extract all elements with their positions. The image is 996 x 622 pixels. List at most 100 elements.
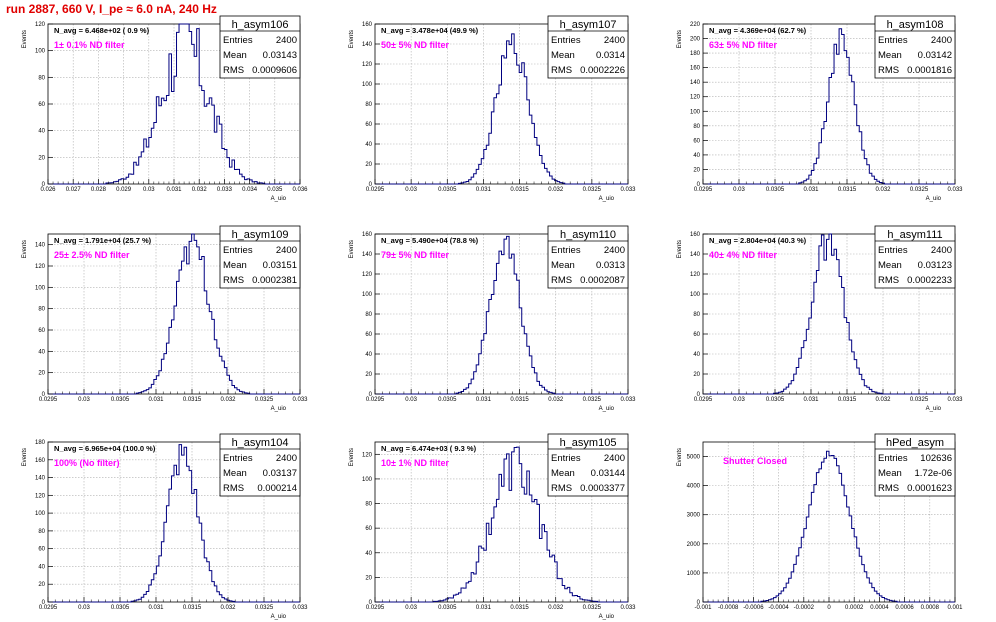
y-axis-label: Events xyxy=(677,30,683,48)
y-tick-label: 200 xyxy=(690,37,701,43)
stat-value-mean: 0.03142 xyxy=(918,50,952,61)
y-tick-label: 0 xyxy=(369,182,373,188)
histogram-series-h_asym111 xyxy=(703,233,955,395)
stat-label-mean: Mean xyxy=(878,468,902,479)
x-tick-label: 0.0295 xyxy=(39,397,58,403)
x-tick-label: 0.03 xyxy=(405,605,417,611)
y-tick-label: 20 xyxy=(693,372,700,378)
stat-label-rms: RMS xyxy=(551,65,572,76)
y-tick-label: 100 xyxy=(362,477,373,483)
x-tick-label: 0.03 xyxy=(143,187,155,193)
stat-value-entries: 2400 xyxy=(604,35,625,46)
histogram-panel-h_asym104: 0.0295 0.03 0.0305 0.031 0.0315 0.032 0.0325 0.… xyxy=(22,433,308,620)
stat-value-rms: 0.0003377 xyxy=(580,483,625,494)
x-tick-label: 0.0325 xyxy=(910,397,929,403)
x-axis-label: A_uio xyxy=(271,614,287,620)
stat-label-rms: RMS xyxy=(878,65,899,76)
y-tick-label: 80 xyxy=(365,102,372,108)
stat-label-entries: Entries xyxy=(223,245,253,256)
x-tick-label: 0.0315 xyxy=(183,605,202,611)
x-tick-label: 0.032 xyxy=(548,397,564,403)
stats-box xyxy=(219,225,301,289)
y-tick-label: 160 xyxy=(690,66,701,72)
histogram-name: h_asym109 xyxy=(232,229,289,241)
histogram-name: h_asym107 xyxy=(560,19,617,31)
y-tick-label: 120 xyxy=(690,95,701,101)
x-axis-label: A_uio xyxy=(599,406,615,412)
x-tick-label: 0.031 xyxy=(166,187,182,193)
x-tick-label: 0.0325 xyxy=(583,397,602,403)
x-tick-label: 0.0325 xyxy=(910,187,929,193)
y-tick-label: 20 xyxy=(365,162,372,168)
plot-frame xyxy=(374,441,629,603)
y-tick-label: 140 xyxy=(690,80,701,86)
x-tick-label: -0.0004 xyxy=(768,605,789,611)
stat-value-mean: 1.72e-06 xyxy=(914,468,952,479)
stat-value-rms: 0.0001816 xyxy=(907,65,952,76)
x-tick-label: 0.0325 xyxy=(255,397,274,403)
y-tick-label: 80 xyxy=(38,307,45,313)
y-tick-label: 160 xyxy=(362,232,373,238)
y-tick-label: 160 xyxy=(35,458,46,464)
stat-value-mean: 0.03137 xyxy=(263,468,297,479)
stats-box xyxy=(547,433,629,497)
stat-value-entries: 2400 xyxy=(604,453,625,464)
x-tick-label: 0.03 xyxy=(78,605,90,611)
x-tick-label: 0.0315 xyxy=(510,605,529,611)
y-tick-label: 0 xyxy=(369,600,373,606)
y-tick-label: 140 xyxy=(362,252,373,258)
x-tick-label: 0.0295 xyxy=(366,605,385,611)
filter-label: 79± 5% ND filter xyxy=(381,250,449,260)
y-tick-label: 120 xyxy=(362,272,373,278)
stat-value-mean: 0.03143 xyxy=(263,50,297,61)
filter-label: Shutter Closed xyxy=(723,456,787,466)
histogram-panel-h_asym106: 0.026 0.027 0.028 0.029 0.03 0.031 0.032 0.033 0… xyxy=(22,15,308,202)
y-tick-label: 60 xyxy=(365,526,372,532)
x-tick-label: 0.0305 xyxy=(766,397,785,403)
y-tick-label: 120 xyxy=(362,452,373,458)
histogram-series-h_asym104 xyxy=(48,444,300,603)
y-tick-label: 100 xyxy=(362,292,373,298)
y-tick-label: 80 xyxy=(365,312,372,318)
x-tick-label: -0.0008 xyxy=(718,605,739,611)
histogram-panel-hPed_asym: -0.001 -0.0008 -0.0006 -0.0004 -0.0002 0 0.000… xyxy=(677,433,963,611)
stat-value-rms: 0.0001623 xyxy=(907,483,952,494)
x-tick-label: 0.031 xyxy=(476,605,492,611)
x-tick-label: 0.03 xyxy=(733,397,745,403)
x-tick-label: 0.032 xyxy=(220,605,236,611)
histogram-series-h_asym109 xyxy=(48,233,300,395)
histogram-name: h_asym106 xyxy=(232,19,289,31)
x-tick-label: 0.0008 xyxy=(921,605,940,611)
navg-label: N_avg = 3.478e+04 (49.9 %) xyxy=(381,26,479,35)
y-tick-label: 120 xyxy=(35,22,46,28)
y-axis-label: Events xyxy=(349,30,355,48)
x-tick-label: 0.0295 xyxy=(39,605,58,611)
figure-title: run 2887, 660 V, I_pe ≈ 6.0 nA, 240 Hz xyxy=(6,2,217,16)
x-tick-label: 0.0295 xyxy=(694,397,713,403)
y-axis-label: Events xyxy=(22,30,28,48)
x-tick-label: 0.03 xyxy=(78,397,90,403)
stat-value-rms: 0.0002233 xyxy=(907,275,952,286)
stat-label-entries: Entries xyxy=(551,35,581,46)
y-axis-label: Events xyxy=(677,448,683,466)
filter-label: 100% (No filter) xyxy=(54,458,120,468)
filter-label: 25± 2.5% ND filter xyxy=(54,250,130,260)
stats-box xyxy=(874,225,956,289)
histogram-panel-h_asym111: 0.0295 0.03 0.0305 0.031 0.0315 0.032 0.0325 0.… xyxy=(677,225,963,412)
y-tick-label: 140 xyxy=(35,243,46,249)
y-tick-label: 140 xyxy=(690,252,701,258)
x-tick-label: 0.0305 xyxy=(438,397,457,403)
x-tick-label: 0.0315 xyxy=(510,397,529,403)
x-tick-label: 0.031 xyxy=(803,397,819,403)
x-tick-label: 0.031 xyxy=(148,605,164,611)
y-tick-label: 120 xyxy=(35,264,46,270)
x-tick-label: 0.033 xyxy=(947,397,963,403)
stats-box xyxy=(219,433,301,497)
x-tick-label: 0.0295 xyxy=(694,187,713,193)
y-axis-label: Events xyxy=(349,240,355,258)
stat-label-rms: RMS xyxy=(878,275,899,286)
x-tick-label: 0.032 xyxy=(192,187,208,193)
x-tick-label: 0.0315 xyxy=(183,397,202,403)
y-tick-label: 40 xyxy=(693,352,700,358)
x-tick-label: 0.0325 xyxy=(255,605,274,611)
